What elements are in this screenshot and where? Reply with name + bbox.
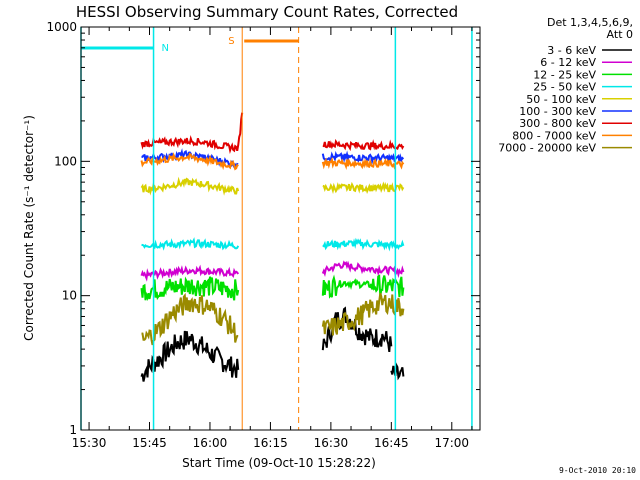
series-line-8-0 — [141, 292, 239, 346]
legend-header-attenuator: Att 0 — [607, 28, 633, 41]
night-label: N — [162, 43, 169, 54]
series-line-0-0 — [140, 330, 240, 382]
legend-label-0: 3 - 6 keV — [547, 44, 596, 57]
plot-area: N S 15:30 15:45 16:00 16:15 16:30 16:45 17:00 1 10… — [46, 20, 481, 450]
x-tick-label: 16:15 — [253, 436, 288, 450]
x-tick-label: 15:45 — [132, 436, 167, 450]
y-tick-label: 1 — [69, 423, 77, 437]
y-tick-label: 10 — [62, 289, 77, 303]
x-axis-label: Start Time (09-Oct-10 15:28:22) — [182, 456, 376, 470]
x-tick-label: 16:30 — [314, 436, 349, 450]
series-line-4-1 — [322, 181, 405, 195]
x-tick-label: 16:00 — [193, 436, 228, 450]
series-line-4-0 — [140, 176, 240, 196]
series-line-7-0 — [140, 152, 239, 171]
legend-label-1: 6 - 12 keV — [540, 56, 596, 69]
legend-label-2: 12 - 25 keV — [533, 68, 596, 81]
series-line-5-1 — [321, 150, 405, 165]
series-line-0-2 — [390, 361, 405, 381]
legend-label-6: 300 - 800 keV — [519, 117, 596, 130]
saa-label: S — [228, 36, 234, 47]
plot-frame — [80, 26, 481, 431]
legend-label-8: 7000 - 20000 keV — [498, 142, 596, 155]
y-tick-label: 1000 — [46, 20, 77, 34]
timestamp: 9-Oct-2010 20:10 — [559, 466, 636, 475]
series-line-6-1 — [322, 138, 405, 152]
chart-title: HESSI Observing Summary Count Rates, Cor… — [76, 3, 458, 21]
y-tick-label: 100 — [54, 154, 77, 168]
series-line-6-0 — [140, 112, 244, 155]
legend-label-3: 25 - 50 keV — [533, 81, 596, 94]
series-line-1-1 — [321, 260, 405, 279]
series-line-1-0 — [140, 264, 240, 282]
x-tick-label: 17:00 — [434, 436, 469, 450]
x-tick-label: 15:30 — [72, 436, 107, 450]
series-line-3-1 — [322, 237, 405, 252]
series-line-8-1 — [321, 292, 405, 336]
series-line-7-1 — [321, 156, 405, 170]
legend-label-7: 800 - 7000 keV — [512, 129, 596, 142]
x-tick-label: 16:45 — [374, 436, 409, 450]
legend-header-detectors: Det 1,3,4,5,6,9, — [547, 16, 633, 29]
series-line-2-1 — [321, 274, 405, 299]
y-axis-label: Corrected Count Rate (s⁻¹ detector⁻¹) — [22, 115, 36, 341]
series-line-3-0 — [141, 237, 240, 251]
series-line-2-0 — [140, 276, 240, 302]
legend-label-4: 50 - 100 keV — [526, 93, 596, 106]
legend-label-5: 100 - 300 keV — [519, 105, 596, 118]
